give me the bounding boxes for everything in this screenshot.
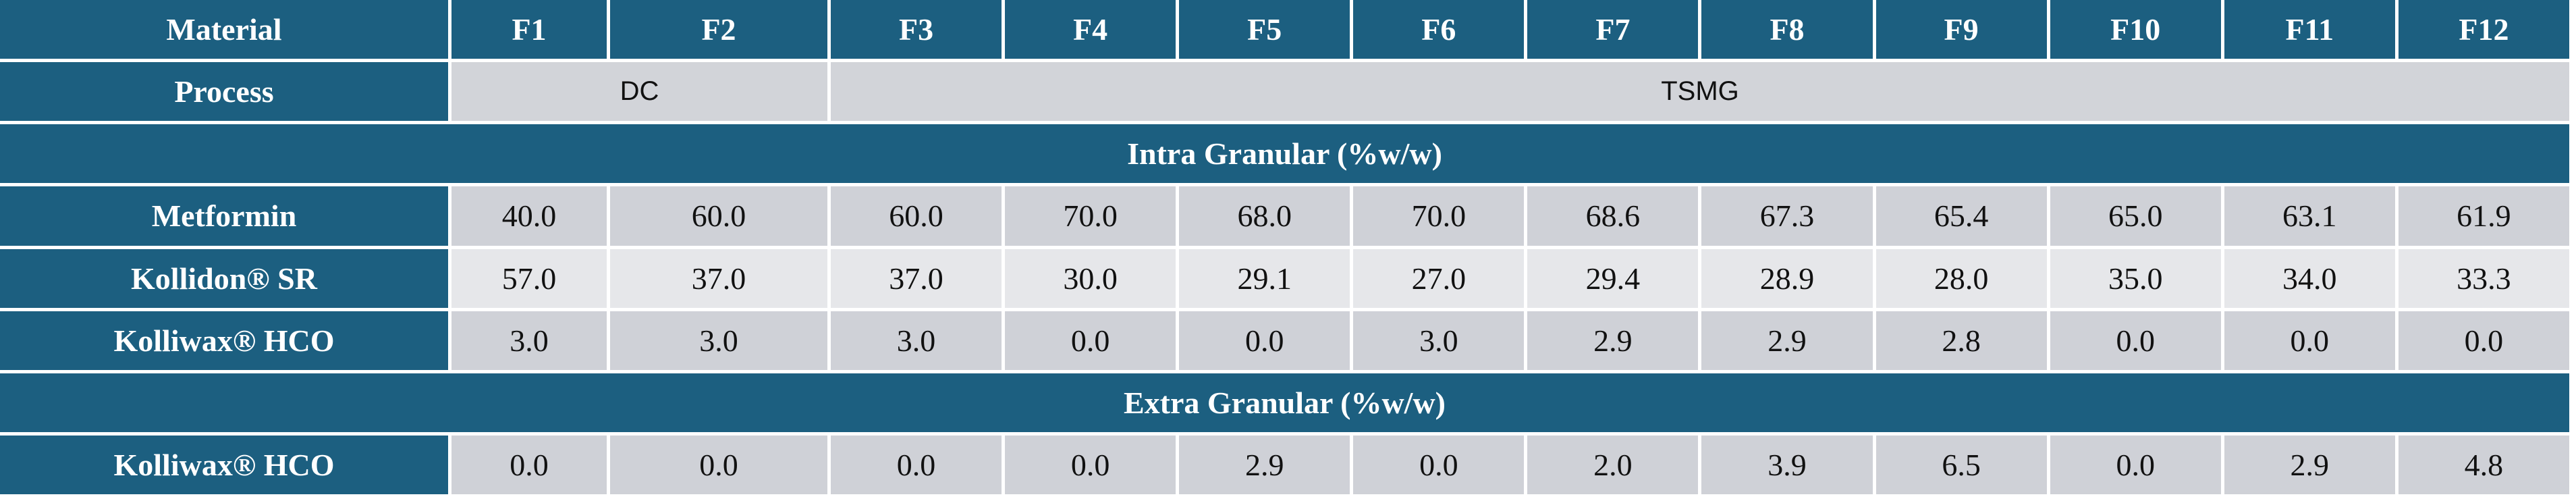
column-header: F5: [1179, 0, 1350, 59]
value-cell: 0.0: [1005, 435, 1176, 494]
column-header: F3: [831, 0, 1002, 59]
section-title: Extra Granular (%w/w): [0, 373, 2569, 432]
table-row: Extra Granular (%w/w): [0, 373, 2569, 432]
value-cell: 3.0: [451, 311, 607, 370]
column-header: F6: [1353, 0, 1525, 59]
value-cell: 28.9: [1701, 248, 1873, 308]
value-cell: 29.1: [1179, 248, 1350, 308]
value-cell: 0.0: [1005, 311, 1176, 370]
value-cell: 0.0: [451, 435, 607, 494]
value-cell: 2.0: [1527, 435, 1699, 494]
table-row: Kolliwax® HCO 0.0 0.0 0.0 0.0 2.9 0.0 2.0 3.9 6.5…: [0, 435, 2569, 494]
value-cell: 29.4: [1527, 248, 1699, 308]
value-cell: 30.0: [1005, 248, 1176, 308]
value-cell: 0.0: [2398, 311, 2569, 370]
value-cell: 3.0: [610, 311, 827, 370]
column-header: F1: [451, 0, 607, 59]
value-cell: 0.0: [610, 435, 827, 494]
value-cell: 65.4: [1875, 186, 2047, 246]
value-cell: 68.6: [1527, 186, 1699, 246]
value-cell: 60.0: [610, 186, 827, 246]
value-cell: 0.0: [1353, 435, 1525, 494]
value-cell: 68.0: [1179, 186, 1350, 246]
value-cell: 2.9: [2224, 435, 2395, 494]
value-cell: 4.8: [2398, 435, 2569, 494]
value-cell: 2.9: [1701, 311, 1873, 370]
value-cell: 34.0: [2224, 248, 2395, 308]
table-row: Kollidon® SR 57.0 37.0 37.0 30.0 29.1 27.0 29.4…: [0, 248, 2569, 308]
row-header: Kolliwax® HCO: [0, 311, 448, 370]
value-cell: 0.0: [2224, 311, 2395, 370]
table-row: Metformin 40.0 60.0 60.0 70.0 68.0 70.0 68.6 67.…: [0, 186, 2569, 246]
column-header: F4: [1005, 0, 1176, 59]
column-header: F7: [1527, 0, 1699, 59]
value-cell: 67.3: [1701, 186, 1873, 246]
table-row: Material F1 F2 F3 F4 F5 F6 F7 F8 F9 F10 F11 F12: [0, 0, 2569, 59]
value-cell: 0.0: [831, 435, 1002, 494]
value-cell: 33.3: [2398, 248, 2569, 308]
table-row: Process DC TSMG: [0, 62, 2569, 122]
value-cell: 35.0: [2050, 248, 2221, 308]
value-cell: 2.8: [1875, 311, 2047, 370]
value-cell: 63.1: [2224, 186, 2395, 246]
value-cell: 70.0: [1353, 186, 1525, 246]
row-header: Metformin: [0, 186, 448, 246]
value-cell: 2.9: [1527, 311, 1699, 370]
value-cell: 6.5: [1875, 435, 2047, 494]
value-cell: 3.9: [1701, 435, 1873, 494]
row-header: Kollidon® SR: [0, 248, 448, 308]
table-row: Intra Granular (%w/w): [0, 124, 2569, 184]
value-cell: 3.0: [831, 311, 1002, 370]
column-header: F10: [2050, 0, 2221, 59]
row-header: Process: [0, 62, 448, 122]
process-group: DC: [451, 62, 827, 122]
value-cell: 27.0: [1353, 248, 1525, 308]
value-cell: 37.0: [610, 248, 827, 308]
value-cell: 0.0: [1179, 311, 1350, 370]
column-header: F11: [2224, 0, 2395, 59]
value-cell: 3.0: [1353, 311, 1525, 370]
value-cell: 61.9: [2398, 186, 2569, 246]
value-cell: 65.0: [2050, 186, 2221, 246]
column-header: F12: [2398, 0, 2569, 59]
section-title: Intra Granular (%w/w): [0, 124, 2569, 184]
value-cell: 2.9: [1179, 435, 1350, 494]
value-cell: 60.0: [831, 186, 1002, 246]
value-cell: 0.0: [2050, 311, 2221, 370]
column-header: F9: [1875, 0, 2047, 59]
value-cell: 40.0: [451, 186, 607, 246]
column-header: F2: [610, 0, 827, 59]
value-cell: 57.0: [451, 248, 607, 308]
value-cell: 0.0: [2050, 435, 2221, 494]
table-row: Kolliwax® HCO 3.0 3.0 3.0 0.0 0.0 3.0 2.9 2.9 2.8…: [0, 311, 2569, 370]
row-header: Material: [0, 0, 448, 59]
value-cell: 37.0: [831, 248, 1002, 308]
value-cell: 70.0: [1005, 186, 1176, 246]
row-header: Kolliwax® HCO: [0, 435, 448, 494]
column-header: F8: [1701, 0, 1873, 59]
process-group: TSMG: [831, 62, 2569, 122]
value-cell: 28.0: [1875, 248, 2047, 308]
